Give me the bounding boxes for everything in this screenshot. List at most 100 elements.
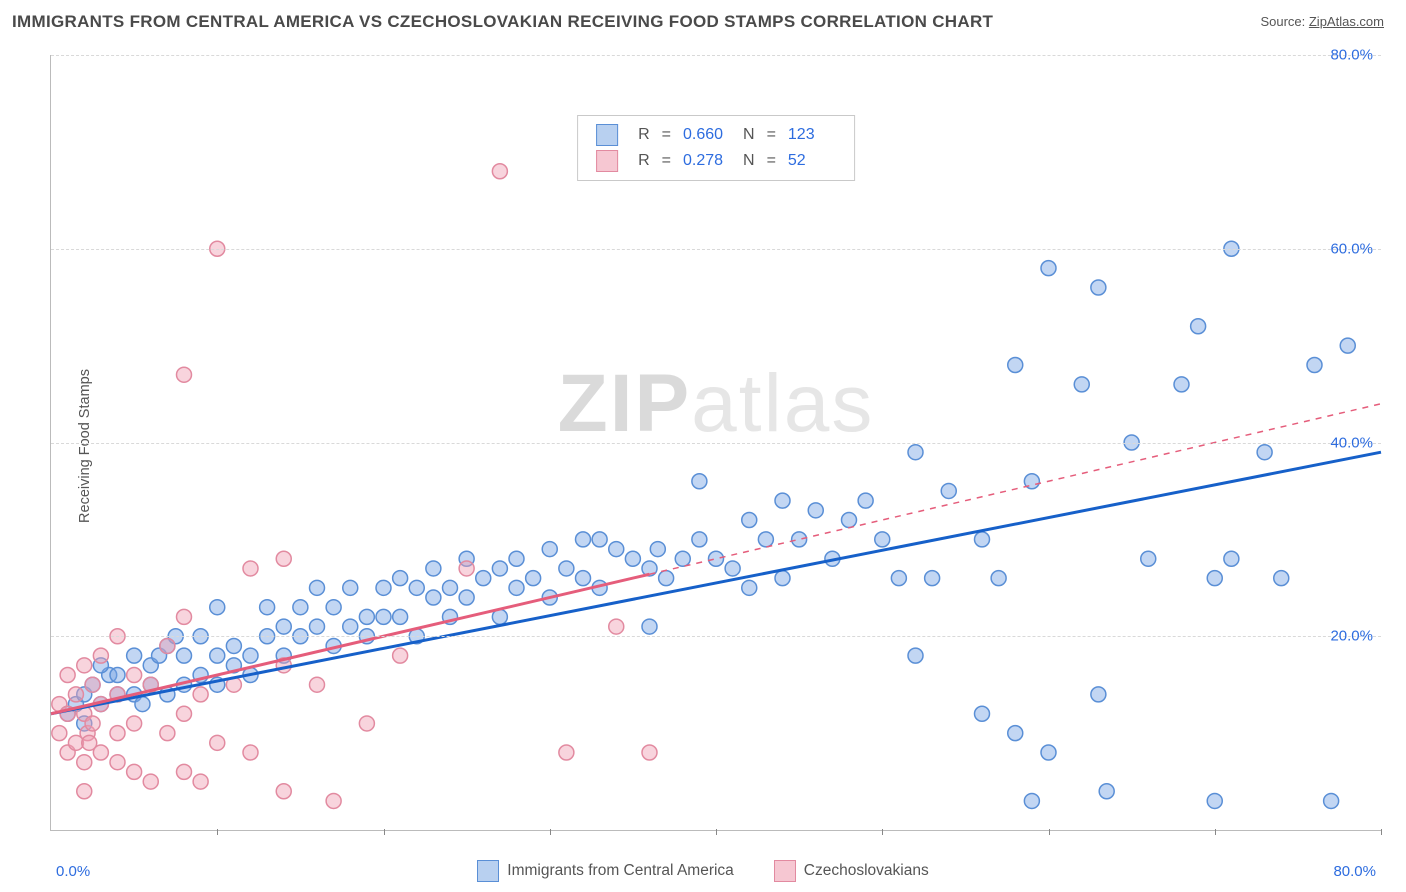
data-point-central [509,580,524,595]
data-point-central [260,600,275,615]
data-point-central [492,561,507,576]
data-point-czech [193,774,208,789]
data-point-central [908,648,923,663]
data-point-czech [77,755,92,770]
data-point-central [858,493,873,508]
data-point-central [1074,377,1089,392]
data-point-central [576,532,591,547]
x-tick [384,829,385,835]
data-point-central [1340,338,1355,353]
data-point-central [376,580,391,595]
data-point-central [775,493,790,508]
source-credit: Source: ZipAtlas.com [1260,14,1384,29]
legend-item-central: Immigrants from Central America [477,860,734,882]
data-point-central [758,532,773,547]
data-point-czech [68,687,83,702]
y-tick-label: 80.0% [1330,47,1373,64]
data-point-czech [127,716,142,731]
gridline [51,636,1381,637]
data-point-czech [77,658,92,673]
stat-n-label: N [743,126,755,144]
data-point-central [1008,358,1023,373]
data-point-central [426,590,441,605]
data-point-czech [93,648,108,663]
data-point-czech [243,561,258,576]
data-point-central [1224,551,1239,566]
data-point-central [135,697,150,712]
data-point-central [393,571,408,586]
data-point-czech [492,164,507,179]
data-point-central [1307,358,1322,373]
data-point-central [559,561,574,576]
data-point-central [243,648,258,663]
data-point-central [725,561,740,576]
data-point-central [941,483,956,498]
data-point-czech [193,687,208,702]
data-point-czech [177,706,192,721]
data-point-czech [85,716,100,731]
data-point-czech [93,745,108,760]
data-point-central [842,513,857,528]
data-point-czech [160,726,175,741]
stat-n-czech: 52 [788,152,836,170]
data-point-central [226,638,241,653]
data-point-central [426,561,441,576]
data-point-central [692,474,707,489]
data-point-czech [609,619,624,634]
data-point-central [210,600,225,615]
data-point-central [1041,261,1056,276]
data-point-central [975,532,990,547]
data-point-central [343,619,358,634]
data-point-central [1274,571,1289,586]
x-tick [550,829,551,835]
gridline [51,55,1381,56]
stats-row-czech: R=0.278N=52 [596,148,836,174]
stats-swatch-czech [596,150,618,172]
data-point-central [1207,793,1222,808]
x-tick [1215,829,1216,835]
chart-title: IMMIGRANTS FROM CENTRAL AMERICA VS CZECH… [12,12,993,32]
x-tick [882,829,883,835]
data-point-central [1099,784,1114,799]
data-point-central [625,551,640,566]
stats-row-central: R=0.660N=123 [596,122,836,148]
data-point-central [526,571,541,586]
legend-label-czech: Czechoslovakians [804,862,929,879]
data-point-central [642,619,657,634]
data-point-central [659,571,674,586]
data-point-central [742,513,757,528]
x-tick [1049,829,1050,835]
stat-n-central: 123 [788,126,836,144]
data-point-central [742,580,757,595]
stat-n-label: N [743,152,755,170]
data-point-central [908,445,923,460]
data-point-central [650,542,665,557]
source-link[interactable]: ZipAtlas.com [1309,14,1384,29]
data-point-central [1257,445,1272,460]
data-point-central [409,580,424,595]
data-point-central [875,532,890,547]
legend-swatch-central [477,860,499,882]
data-point-czech [52,726,67,741]
data-point-central [376,609,391,624]
data-point-central [1091,687,1106,702]
data-point-czech [310,677,325,692]
x-tick [716,829,717,835]
gridline [51,443,1381,444]
data-point-central [210,648,225,663]
data-point-central [576,571,591,586]
data-point-czech [110,726,125,741]
data-point-central [359,609,374,624]
legend-item-czech: Czechoslovakians [774,860,929,882]
data-point-central [310,619,325,634]
data-point-central [592,532,607,547]
data-point-central [775,571,790,586]
data-point-czech [177,609,192,624]
data-point-central [443,580,458,595]
data-point-czech [359,716,374,731]
data-point-central [1024,793,1039,808]
data-point-central [177,648,192,663]
data-point-central [1041,745,1056,760]
data-point-central [991,571,1006,586]
data-point-czech [642,745,657,760]
